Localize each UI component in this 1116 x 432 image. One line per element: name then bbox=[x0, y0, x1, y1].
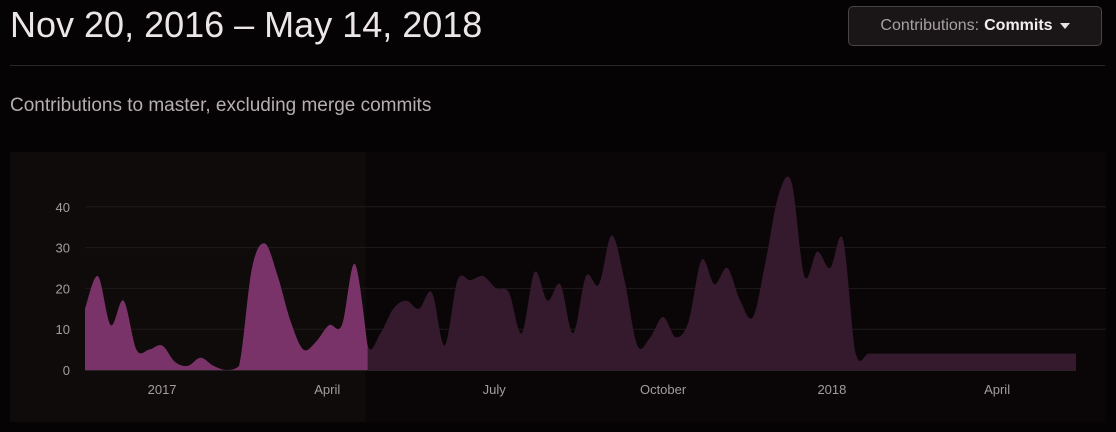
header-divider bbox=[10, 65, 1105, 66]
x-tick-label: July bbox=[483, 382, 507, 397]
x-tick-label: 2017 bbox=[148, 382, 177, 397]
y-tick-label: 0 bbox=[63, 363, 70, 378]
x-tick-label: April bbox=[314, 382, 340, 397]
chevron-down-icon bbox=[1059, 23, 1070, 29]
selection-window bbox=[10, 152, 366, 422]
y-tick-label: 40 bbox=[56, 200, 70, 215]
contributions-dropdown[interactable]: Contributions: Commits bbox=[848, 6, 1102, 46]
area-selected bbox=[85, 243, 368, 370]
y-tick-label: 20 bbox=[56, 281, 70, 296]
y-tick-label: 30 bbox=[56, 241, 70, 256]
contributions-area-chart[interactable]: 0 10 20 30 40 2017 April July October 2018 April bbox=[10, 152, 1106, 422]
area-unselected bbox=[85, 176, 1076, 370]
x-tick-label: April bbox=[984, 382, 1010, 397]
dropdown-label: Contributions: bbox=[880, 17, 980, 34]
page-title: Nov 20, 2016 – May 14, 2018 bbox=[10, 4, 483, 45]
y-tick-label: 10 bbox=[56, 322, 70, 337]
chart-subtitle: Contributions to master, excluding merge… bbox=[10, 95, 432, 116]
contributions-chart[interactable]: 0 10 20 30 40 2017 April July October 2018 April bbox=[10, 152, 1106, 422]
x-tick-label: October bbox=[640, 382, 687, 397]
x-tick-label: 2018 bbox=[817, 382, 846, 397]
dropdown-value: Commits bbox=[984, 17, 1053, 34]
